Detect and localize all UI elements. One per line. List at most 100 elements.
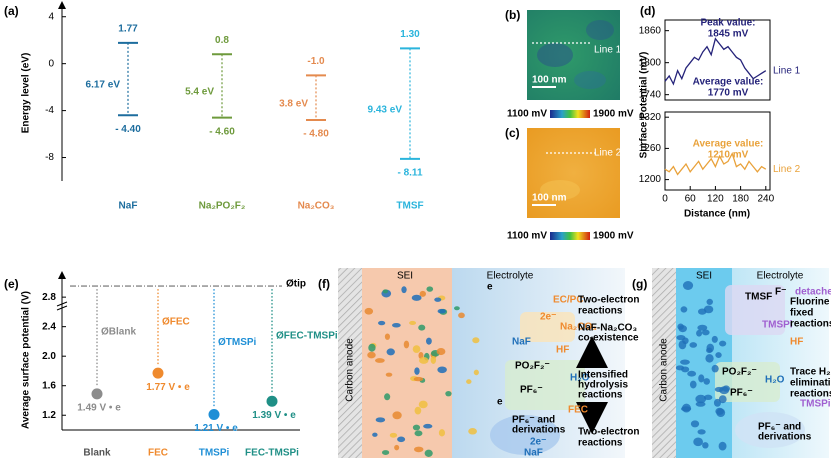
particle [381, 450, 390, 456]
species-label: derivations [758, 432, 812, 443]
y-tick-label: 1320 [639, 112, 662, 123]
species-label: H₂O [570, 373, 590, 384]
category-label: NaF [119, 201, 138, 212]
particle [384, 393, 391, 401]
particle [412, 424, 421, 431]
species-label: e [487, 282, 493, 293]
category-label: Na₂CO₃ [298, 201, 335, 212]
x-tick-label: 120 [707, 194, 724, 205]
colorbar [550, 110, 590, 118]
gap-label: 5.4 eV [185, 87, 214, 98]
region-label: SEI [397, 271, 413, 282]
note: reactions [790, 319, 831, 330]
species-label: derivations [512, 425, 566, 436]
series-line [664, 37, 767, 86]
particle [418, 400, 428, 409]
panel-label: (f) [318, 277, 330, 291]
gap-label: 6.17 eV [86, 80, 121, 91]
particle [384, 333, 391, 340]
particle [372, 432, 378, 437]
particle [714, 386, 724, 393]
gap-label: 3.8 eV [279, 98, 308, 109]
particle [382, 289, 389, 294]
species-label: TMSPi [800, 399, 831, 410]
dot [91, 388, 103, 400]
panel-label: (b) [505, 8, 520, 22]
reaction-zone [715, 362, 780, 402]
homo-label: - 8.11 [397, 167, 422, 178]
homo-label: - 4.60 [209, 126, 235, 137]
x-axis-label: Distance (nm) [684, 209, 750, 220]
y-tick-label: 1860 [639, 25, 662, 36]
potential-label: ØFEC-TMSPi [276, 330, 338, 341]
particle [392, 322, 401, 328]
particle [375, 417, 386, 423]
note: reactions [578, 390, 623, 401]
species-label: NaF [524, 448, 543, 459]
particle [426, 337, 432, 345]
particle [437, 308, 446, 314]
category-label: FEC-TMSPi [245, 448, 299, 459]
note: fixed [790, 308, 813, 319]
gap-label: 9.43 eV [368, 104, 403, 115]
species-label: NaF [512, 337, 531, 348]
scale-bar-label: 100 nm [532, 193, 567, 204]
particle [706, 298, 713, 306]
particle [698, 374, 705, 383]
particle [689, 342, 698, 348]
species-label: HF [790, 337, 803, 348]
diagram-g [652, 268, 829, 458]
colorbar-min: 1100 mV [507, 109, 547, 120]
particle [701, 329, 710, 336]
particle [715, 352, 722, 358]
y-tick-label: 1200 [639, 174, 662, 185]
particle [678, 325, 687, 333]
scale-bar-label: 100 nm [532, 75, 567, 86]
annotation: 1210 mV [708, 150, 749, 161]
particle [693, 437, 704, 447]
panel-label: (d) [640, 4, 655, 18]
particle [368, 343, 376, 352]
species-label: TMSF [745, 292, 772, 303]
particle [419, 357, 429, 364]
particle [703, 378, 711, 385]
plot-frame [664, 19, 771, 101]
afm-feature [574, 71, 606, 89]
series-label: Line 2 [773, 164, 801, 175]
potential-label: ØFEC [162, 316, 190, 327]
reference-label: Øtip [286, 279, 306, 290]
x-tick-label: 180 [732, 194, 749, 205]
annotation: Peak value: [700, 18, 755, 29]
particle [392, 411, 402, 420]
y-axis-label: Average surface potential (V) [21, 291, 32, 429]
particle [719, 340, 727, 347]
particle [430, 356, 437, 364]
particle [414, 430, 423, 437]
note: reactions [578, 306, 623, 317]
particle [682, 281, 694, 290]
reaction-zone [735, 412, 805, 448]
particle [706, 343, 715, 353]
annotation: Average value: [693, 77, 764, 88]
particle [436, 347, 446, 356]
lumo-label: -1.0 [307, 56, 325, 67]
particle [419, 290, 427, 297]
value-label: 1.21 V • e [194, 423, 238, 434]
particle [705, 354, 714, 363]
species-label: PF₆⁻ [520, 385, 543, 396]
particle [703, 305, 714, 314]
species-label: PO₂F₂⁻ [515, 361, 550, 372]
dot [266, 395, 278, 407]
note: Intensified [578, 370, 628, 381]
particle [687, 370, 697, 377]
particle [424, 449, 433, 457]
particle [454, 306, 460, 311]
particle [466, 379, 472, 384]
species-label: PF₆⁻ and [758, 422, 801, 433]
afm-map [527, 128, 620, 218]
sei-layer [362, 268, 452, 458]
note: elimination [790, 378, 831, 389]
category-label: Na₂PO₂F₂ [199, 201, 246, 212]
species-label: PO₂F₂⁻ [722, 367, 757, 378]
